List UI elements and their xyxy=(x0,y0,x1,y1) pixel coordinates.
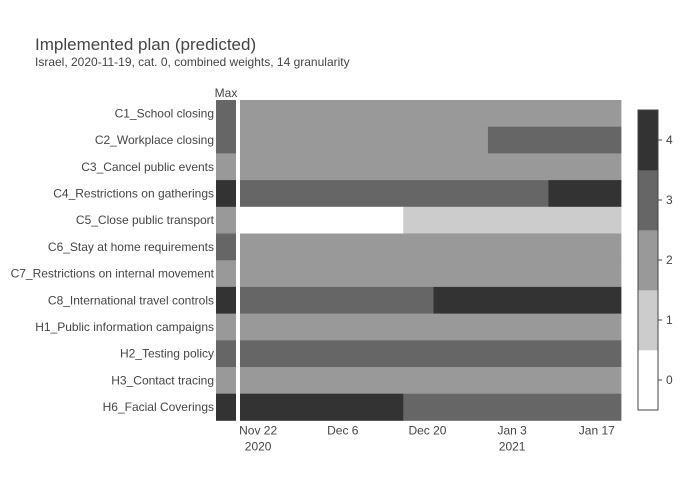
colorbar-band xyxy=(638,290,658,351)
row-label: H6_Facial Coverings xyxy=(103,400,214,414)
max-cell xyxy=(216,126,236,154)
row-label: C4_Restrictions on gatherings xyxy=(53,186,214,200)
heatmap-cell xyxy=(240,100,622,128)
chart-title: Implemented plan (predicted) xyxy=(35,35,256,54)
max-cell xyxy=(216,367,236,395)
colorbar-tick-label: 3 xyxy=(666,193,673,207)
heatmap-cell xyxy=(240,340,622,368)
max-cell xyxy=(216,340,236,368)
colorbar-band xyxy=(638,230,658,291)
heatmap-cell xyxy=(403,206,622,234)
max-cell xyxy=(216,153,236,181)
row-label: H1_Public information campaigns xyxy=(35,320,214,334)
max-cell xyxy=(216,100,236,128)
colorbar-tick-label: 1 xyxy=(666,313,673,327)
x-tick-label: Nov 22 xyxy=(239,423,277,437)
colorbar-tick-label: 0 xyxy=(666,373,673,387)
heatmap-cell xyxy=(240,153,622,181)
heatmap-cell xyxy=(240,180,549,208)
colorbar-band xyxy=(638,350,658,411)
x-tick-label: Jan 17 xyxy=(579,423,615,437)
chart-subtitle: Israel, 2020-11-19, cat. 0, combined wei… xyxy=(35,55,350,69)
max-cell xyxy=(216,206,236,234)
x-tick-label: Dec 20 xyxy=(408,423,446,437)
heatmap-cell xyxy=(487,126,622,154)
x-tick-label: Dec 6 xyxy=(327,423,359,437)
max-cell xyxy=(216,286,236,314)
max-cell xyxy=(216,260,236,288)
colorbar-tick-label: 4 xyxy=(666,133,673,147)
heatmap-rows: C1_School closing C2_Workplace closing C3_… xyxy=(11,100,622,421)
heatmap-cell xyxy=(403,393,622,421)
heatmap-cell xyxy=(240,260,622,288)
x-axis: Nov 22 2020 Dec 6 Dec 20 Jan 3 2021 Jan 17 xyxy=(239,423,615,453)
row-label: C8_International travel controls xyxy=(48,293,214,307)
row-label: C1_School closing xyxy=(115,106,214,120)
colorbar: 0 1 2 3 4 xyxy=(637,109,673,411)
colorbar-tick-label: 2 xyxy=(666,253,673,267)
max-cell xyxy=(216,393,236,421)
max-cell xyxy=(216,233,236,261)
x-tick-label: Jan 3 xyxy=(497,423,527,437)
row-label: H2_Testing policy xyxy=(120,347,214,361)
heatmap-cell xyxy=(240,313,622,341)
row-label: C2_Workplace closing xyxy=(95,133,214,147)
heatmap-cell xyxy=(240,233,622,261)
heatmap-cell xyxy=(240,126,489,154)
row-label: C5_Close public transport xyxy=(76,213,215,227)
max-column-label: Max xyxy=(215,86,238,100)
colorbar-band xyxy=(638,170,658,231)
max-cell xyxy=(216,180,236,208)
colorbar-band xyxy=(638,110,658,171)
x-tick-year-label: 2020 xyxy=(245,439,272,453)
heatmap-cell xyxy=(548,180,622,208)
row-label: H3_Contact tracing xyxy=(111,373,214,387)
max-cell xyxy=(216,313,236,341)
heatmap-cell xyxy=(240,286,434,314)
x-tick-year-label: 2021 xyxy=(499,439,526,453)
row-label: C6_Stay at home requirements xyxy=(48,240,214,254)
row-label: C7_Restrictions on internal movement xyxy=(11,267,215,281)
row-label: C3_Cancel public events xyxy=(81,160,214,174)
heatmap-cell xyxy=(240,393,404,421)
heatmap-cell xyxy=(240,367,622,395)
heatmap-cell xyxy=(240,206,404,234)
heatmap-cell xyxy=(433,286,622,314)
